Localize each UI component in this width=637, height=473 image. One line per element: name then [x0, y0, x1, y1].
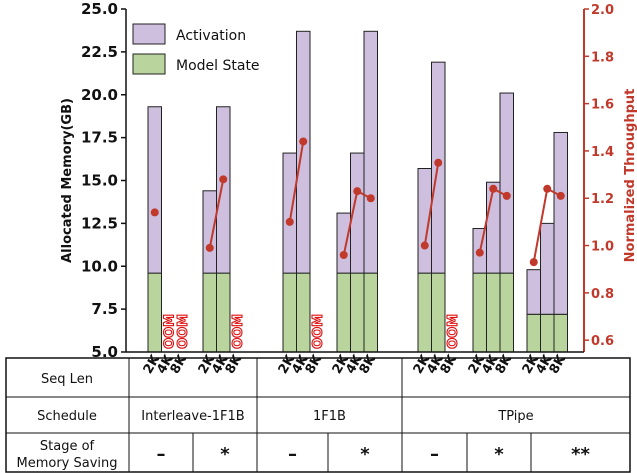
model-state-bar	[417, 272, 432, 353]
legend-model-state-swatch	[132, 53, 166, 75]
y2-tick-label: 2.0	[591, 3, 614, 18]
throughput-line	[208, 179, 225, 249]
activation-bar	[336, 212, 351, 274]
activation-bar	[282, 152, 297, 274]
model-state-bar	[296, 272, 311, 353]
schedule-cell: TPipe	[497, 409, 533, 424]
model-state-bar	[431, 272, 446, 353]
y-tick-label: 12.5	[81, 214, 118, 232]
activation-bar	[553, 131, 568, 315]
oom-label: OOM	[231, 314, 246, 349]
model-state-bar	[363, 272, 378, 353]
seq-len-tick-label: 8K	[547, 352, 570, 377]
activation-bar	[486, 181, 501, 274]
y-axis-label: Allocated Memory(GB)	[60, 98, 75, 263]
schedule-cell: Interleave-1F1B	[141, 409, 244, 424]
legend-activation-swatch	[132, 23, 166, 45]
throughput-point	[434, 158, 443, 167]
stage-cell: **	[571, 444, 590, 465]
model-state-bar	[540, 313, 555, 353]
model-state-bar	[216, 272, 231, 353]
activation-bar	[363, 30, 378, 274]
row-label-stage-line2: Memory Saving	[16, 456, 117, 471]
model-state-bar	[499, 272, 514, 353]
throughput-point	[529, 258, 538, 267]
model-state-bar	[336, 272, 351, 353]
throughput-point	[299, 137, 308, 146]
y2-tick-label: 1.4	[591, 145, 614, 160]
y-tick-label: 17.5	[81, 129, 118, 147]
activation-bar	[202, 190, 217, 274]
throughput-point	[219, 175, 228, 184]
throughput-point	[543, 184, 552, 193]
model-state-bar	[486, 272, 501, 353]
seq-len-tick-label: 8K	[493, 352, 516, 377]
stage-cell: –	[430, 444, 439, 465]
stage-cell: *	[494, 444, 504, 465]
throughput-point	[205, 243, 214, 252]
row-label-schedule: Schedule	[37, 409, 97, 424]
stage-cell: –	[288, 444, 297, 465]
schedule-cell: 1F1B	[313, 409, 346, 424]
activation-bar	[296, 30, 311, 274]
y2-tick-label: 1.2	[591, 192, 614, 207]
activation-bar	[147, 106, 162, 274]
y2-tick-label: 1.6	[591, 98, 614, 113]
throughput-line	[423, 162, 440, 246]
y2-tick-label: 1.8	[591, 50, 614, 65]
throughput-point	[366, 194, 375, 203]
throughput-point	[353, 187, 362, 196]
activation-bar	[216, 106, 231, 274]
activation-bar	[499, 92, 514, 274]
oom-label: OOM	[162, 314, 177, 349]
stage-cell: *	[220, 444, 230, 465]
y-tick-label: 5.0	[91, 343, 118, 361]
oom-label: OOM	[176, 314, 191, 349]
model-state-bar	[282, 272, 297, 353]
y-tick-label: 22.5	[81, 43, 118, 61]
y-tick-label: 25.0	[81, 0, 118, 18]
throughput-point	[420, 241, 429, 250]
y-tick-label: 15.0	[81, 172, 118, 190]
throughput-point	[502, 191, 511, 200]
throughput-point	[285, 217, 294, 226]
y2-tick-label: 1.0	[591, 240, 614, 255]
config-table	[5, 357, 631, 473]
seq-len-tick-label: 8K	[438, 352, 461, 377]
y2-tick-label: 0.6	[591, 334, 614, 349]
model-state-bar	[472, 272, 487, 353]
oom-label: OOM	[311, 314, 326, 349]
throughput-point	[475, 248, 484, 257]
legend-activation-label: Activation	[176, 28, 246, 44]
row-label-seq-len: Seq Len	[41, 372, 93, 387]
stage-cell: *	[360, 444, 370, 465]
y-tick-label: 7.5	[91, 300, 118, 318]
model-state-bar	[147, 272, 162, 353]
activation-bar	[540, 222, 555, 315]
row-label-stage-line1: Stage of	[40, 439, 95, 454]
activation-bar	[526, 269, 541, 315]
throughput-point	[489, 184, 498, 193]
y-tick-label: 20.0	[81, 86, 118, 104]
oom-label: OOM	[446, 314, 461, 349]
throughput-point	[339, 251, 348, 260]
seq-len-tick-label: 8K	[303, 352, 326, 377]
y2-axis-label: Normalized Throughput	[623, 89, 637, 263]
model-state-bar	[553, 313, 568, 353]
y2-tick-label: 0.8	[591, 287, 614, 302]
throughput-line	[288, 141, 305, 223]
y-tick-label: 10.0	[81, 257, 118, 275]
model-state-bar	[350, 272, 365, 353]
seq-len-tick-label: 8K	[168, 352, 191, 377]
seq-len-tick-label: 8K	[223, 352, 246, 377]
model-state-bar	[526, 313, 541, 353]
model-state-bar	[202, 272, 217, 353]
stage-cell: –	[157, 444, 166, 465]
throughput-point	[150, 208, 159, 217]
seq-len-tick-label: 8K	[357, 352, 380, 377]
legend-model-state-label: Model State	[176, 58, 260, 74]
throughput-point	[556, 191, 565, 200]
